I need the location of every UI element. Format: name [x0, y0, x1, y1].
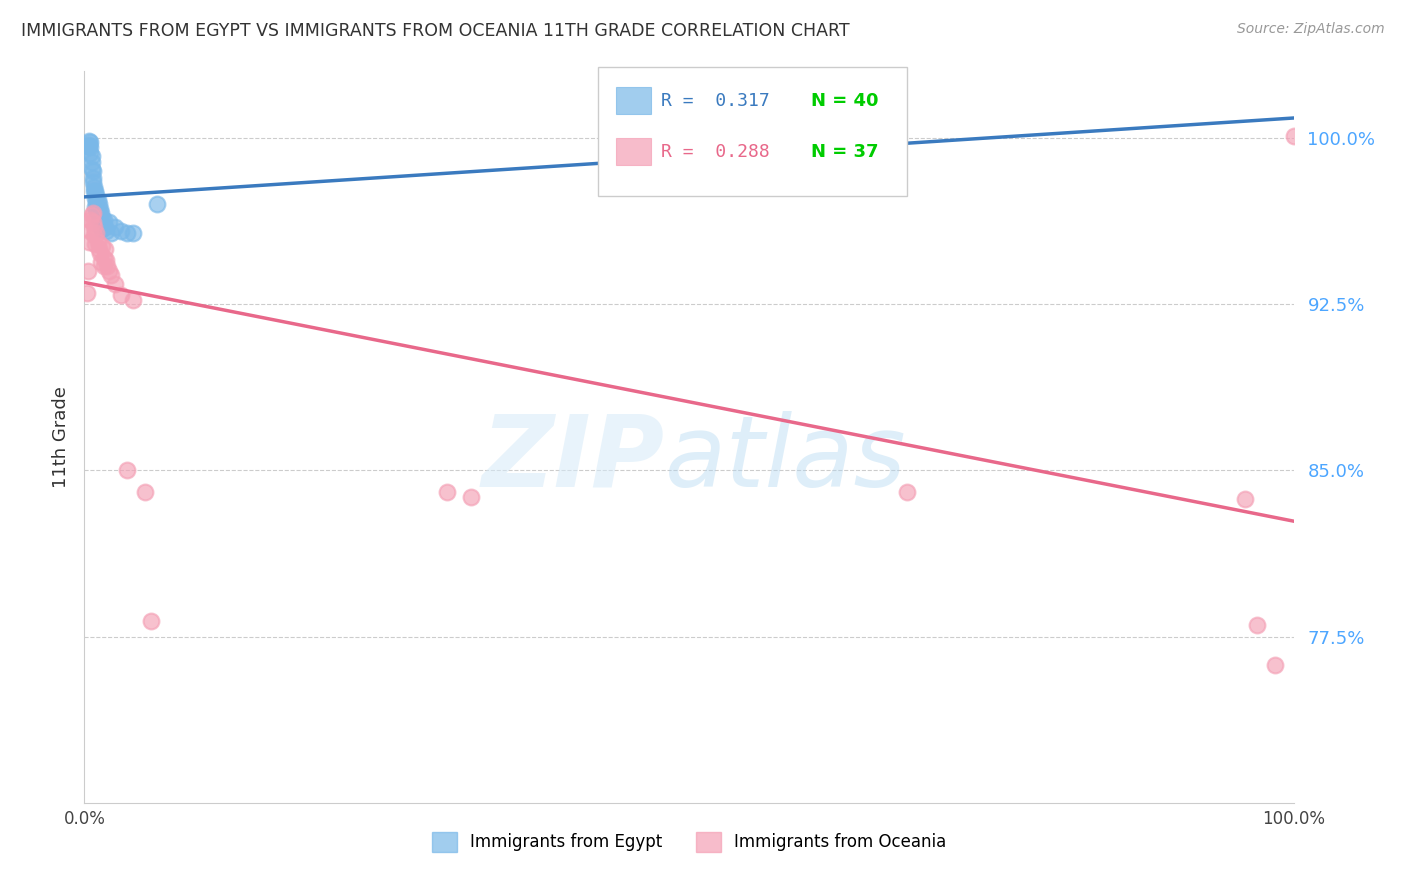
Point	[100, 226, 122, 240]
Point	[84, 184, 107, 198]
Point	[87, 197, 110, 211]
Point	[76, 285, 98, 300]
Point	[1246, 618, 1268, 632]
Point	[82, 206, 104, 220]
Text: R =  0.317: R = 0.317	[661, 92, 769, 110]
Point	[87, 242, 110, 256]
Point	[104, 219, 127, 234]
Point	[104, 277, 127, 292]
Point	[90, 206, 112, 220]
Point	[80, 209, 103, 223]
Point	[79, 139, 101, 153]
Point	[77, 138, 100, 153]
Point	[94, 252, 117, 267]
Text: Source: ZipAtlas.com: Source: ZipAtlas.com	[1237, 22, 1385, 37]
Point	[77, 235, 100, 249]
Point	[82, 170, 104, 185]
Point	[121, 293, 143, 307]
Point	[91, 239, 114, 253]
Point	[82, 215, 104, 229]
Point	[94, 242, 117, 256]
Point	[86, 195, 108, 210]
Text: atlas: atlas	[665, 410, 907, 508]
Point	[86, 188, 108, 202]
Legend: Immigrants from Egypt, Immigrants from Oceania: Immigrants from Egypt, Immigrants from O…	[423, 823, 955, 860]
Point	[80, 148, 103, 162]
Point	[115, 463, 138, 477]
Point	[94, 224, 117, 238]
Point	[460, 490, 482, 504]
Point	[121, 226, 143, 240]
Point	[83, 184, 105, 198]
Point	[84, 237, 107, 252]
Text: R =  0.288: R = 0.288	[661, 143, 769, 161]
Point	[97, 215, 120, 229]
Point	[93, 260, 115, 274]
Point	[89, 212, 111, 227]
Point	[83, 179, 105, 194]
Point	[1282, 128, 1305, 143]
Point	[1264, 658, 1286, 673]
Text: IMMIGRANTS FROM EGYPT VS IMMIGRANTS FROM OCEANIA 11TH GRADE CORRELATION CHART: IMMIGRANTS FROM EGYPT VS IMMIGRANTS FROM…	[21, 22, 849, 40]
Point	[83, 219, 105, 234]
Point	[110, 224, 132, 238]
Point	[86, 226, 108, 240]
Point	[93, 251, 115, 265]
Point	[100, 268, 122, 283]
Y-axis label: 11th Grade: 11th Grade	[52, 386, 70, 488]
Point	[79, 146, 101, 161]
Point	[79, 212, 101, 227]
Point	[896, 485, 918, 500]
Point	[139, 614, 162, 628]
Point	[87, 209, 110, 223]
Point	[146, 197, 169, 211]
Point	[86, 202, 108, 216]
Point	[799, 128, 821, 143]
Point	[80, 155, 103, 169]
Point	[84, 191, 107, 205]
Text: N = 40: N = 40	[811, 92, 879, 110]
Point	[77, 264, 100, 278]
Point	[82, 175, 104, 189]
Point	[134, 485, 156, 500]
Point	[86, 193, 108, 207]
Point	[93, 212, 115, 227]
Text: ZIP: ZIP	[482, 410, 665, 508]
Point	[77, 137, 100, 152]
Point	[94, 219, 117, 234]
Point	[86, 235, 108, 249]
Point	[110, 288, 132, 302]
Point	[77, 134, 100, 148]
Point	[91, 221, 114, 235]
Point	[96, 260, 118, 274]
Point	[79, 136, 101, 150]
Point	[115, 226, 138, 240]
Point	[83, 228, 105, 243]
Point	[89, 202, 111, 216]
Point	[89, 246, 111, 260]
Text: N = 37: N = 37	[811, 143, 879, 161]
Point	[86, 204, 108, 219]
Point	[82, 164, 104, 178]
Point	[436, 485, 458, 500]
Point	[91, 211, 114, 225]
Point	[80, 161, 103, 176]
Point	[97, 264, 120, 278]
Point	[1234, 492, 1257, 507]
Point	[84, 200, 107, 214]
Point	[79, 224, 101, 238]
Point	[90, 255, 112, 269]
